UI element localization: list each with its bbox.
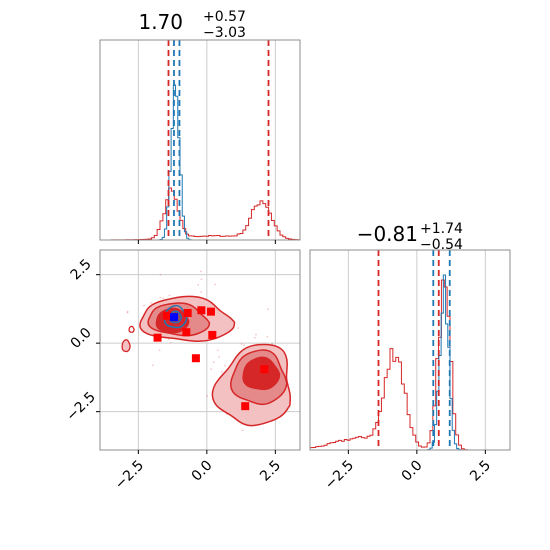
- joint-contours-red: [121, 295, 292, 427]
- sample-dot: [212, 361, 215, 364]
- sample-marker-red: [182, 328, 191, 337]
- truth-marker-blue: [169, 313, 178, 322]
- sample-dot: [169, 341, 172, 344]
- sample-dot: [200, 278, 203, 281]
- title-param-1-plus: +0.57: [203, 9, 246, 25]
- sample-dot: [158, 349, 161, 352]
- sample-dot: [126, 310, 129, 313]
- sample-dot: [149, 301, 152, 304]
- x-tick-label: −2.5: [322, 458, 357, 493]
- top-frame: [99, 39, 301, 241]
- contour-inner: [242, 356, 281, 391]
- title-param-1-minus: −3.03: [203, 25, 246, 41]
- contour-stray: [128, 325, 135, 333]
- x-tick-label: 0.0: [399, 458, 426, 485]
- title-param-2-plus: +1.74: [420, 221, 463, 237]
- sample-dot: [237, 327, 240, 329]
- sample-dot: [241, 429, 244, 432]
- sample-dot: [168, 294, 171, 297]
- sample-dot: [159, 296, 162, 299]
- joint-markers: [153, 306, 269, 411]
- title-param-2-minus: −0.54: [420, 237, 463, 253]
- sample-marker-red: [183, 309, 192, 318]
- sample-marker-red: [163, 311, 172, 320]
- sample-dot: [267, 308, 269, 311]
- y-tick-label: 2.5: [68, 256, 95, 283]
- title-param-2: −0.81: [357, 222, 418, 246]
- sample-marker-red: [206, 307, 215, 316]
- joint-panel: −2.5 −2.5 0.0 0.0 2.5 2.5: [63, 249, 301, 493]
- title-param-1: 1.70: [138, 10, 183, 34]
- sample-dot: [197, 283, 200, 286]
- sample-marker-red: [241, 402, 250, 411]
- y-tick-label: −2.5: [63, 389, 98, 424]
- top-hist-blue: [100, 84, 300, 240]
- sample-dot: [151, 364, 154, 367]
- top-hist-red: [100, 187, 300, 240]
- sample-dot: [243, 344, 245, 347]
- sample-dot: [224, 364, 227, 367]
- top-histogram-panel: [99, 39, 301, 244]
- sample-dot: [240, 343, 243, 345]
- sample-dot: [266, 335, 269, 338]
- x-tick-label: 2.5: [467, 458, 494, 485]
- sample-dot: [200, 270, 202, 273]
- contour-stray: [121, 339, 131, 353]
- right-grid: [347, 250, 486, 450]
- sample-dot: [162, 297, 164, 300]
- x-tick-label: −2.5: [112, 458, 147, 493]
- sample-dot: [200, 291, 202, 293]
- sample-marker-red: [197, 306, 206, 315]
- sample-marker-red: [153, 333, 162, 342]
- sample-dot: [271, 342, 273, 345]
- joint-frame: [99, 249, 301, 451]
- right-hist-red: [310, 279, 510, 450]
- right-histogram-panel: −2.5 0.0 2.5: [309, 249, 511, 493]
- x-tick-label: 2.5: [257, 458, 284, 485]
- sample-marker-red: [208, 330, 217, 339]
- sample-dot: [216, 349, 219, 352]
- y-tick-label: 0.0: [68, 325, 95, 352]
- sample-dot: [255, 333, 257, 336]
- sample-dot: [126, 311, 129, 314]
- sample-dot: [253, 336, 256, 339]
- top-grid: [137, 40, 276, 240]
- sample-dot: [143, 304, 145, 307]
- sample-dot: [206, 395, 208, 397]
- sample-dot: [159, 273, 162, 276]
- sample-dot: [214, 283, 216, 286]
- sample-dot: [220, 370, 223, 373]
- right-frame: [309, 249, 511, 451]
- sample-marker-red: [260, 365, 269, 374]
- sample-dot: [218, 356, 221, 358]
- sample-marker-red: [191, 354, 200, 363]
- x-tick-label: 0.0: [189, 458, 216, 485]
- sample-dot: [210, 368, 213, 371]
